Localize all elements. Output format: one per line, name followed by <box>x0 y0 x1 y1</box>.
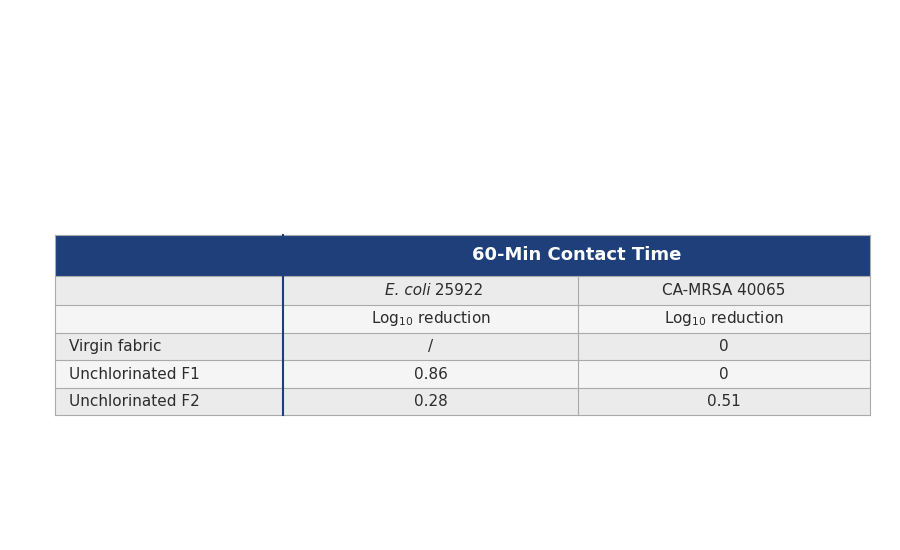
Bar <box>55 360 870 388</box>
Text: 0.51: 0.51 <box>707 394 741 409</box>
Bar <box>55 333 870 360</box>
Text: 25922: 25922 <box>430 283 483 298</box>
Text: CA-MRSA 40065: CA-MRSA 40065 <box>662 283 786 298</box>
Bar <box>55 235 870 276</box>
Text: Log$_{10}$ reduction: Log$_{10}$ reduction <box>664 309 784 328</box>
Text: /: / <box>428 339 433 354</box>
Text: 0.86: 0.86 <box>414 367 447 382</box>
Text: 0: 0 <box>719 367 729 382</box>
Text: 0: 0 <box>719 339 729 354</box>
Text: Unchlorinated F2: Unchlorinated F2 <box>69 394 200 409</box>
Bar <box>55 305 870 333</box>
Text: E. coli: E. coli <box>385 283 430 298</box>
Bar <box>55 388 870 415</box>
Text: Unchlorinated F1: Unchlorinated F1 <box>69 367 200 382</box>
Text: Virgin fabric: Virgin fabric <box>69 339 161 354</box>
Text: 60-Min Contact Time: 60-Min Contact Time <box>472 246 681 265</box>
Text: Log$_{10}$ reduction: Log$_{10}$ reduction <box>371 309 490 328</box>
Text: 0.28: 0.28 <box>414 394 447 409</box>
Bar <box>55 276 870 305</box>
